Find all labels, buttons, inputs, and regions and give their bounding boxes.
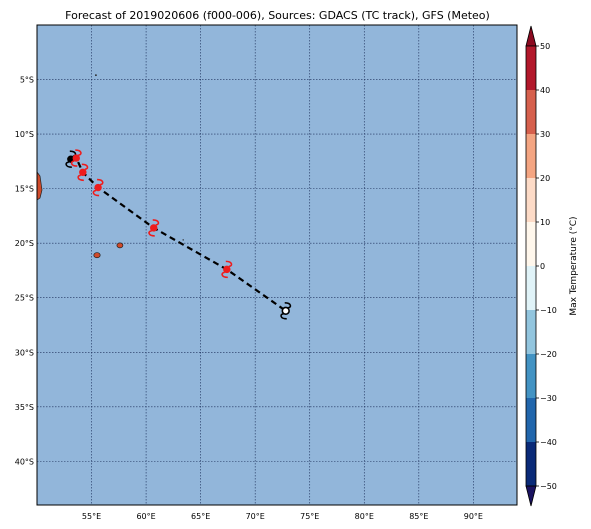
colorbar-block (526, 266, 536, 310)
lat-tick-label: 30°S (15, 348, 34, 357)
gridlines (37, 25, 517, 505)
lat-tick-label: 40°S (15, 457, 34, 466)
colorbar-block (526, 134, 536, 178)
colorbar-block (526, 90, 536, 134)
colorbar-block (526, 354, 536, 398)
land-reunion (93, 252, 101, 259)
cyclone-arm-bottom (92, 189, 100, 197)
cyclone-position-symbol (148, 219, 160, 237)
colorbar-tick-label: 10 (540, 218, 550, 227)
lon-tick-label: 85°E (409, 512, 428, 521)
lat-tick-label: 25°S (15, 294, 34, 303)
map-title: Forecast of 2019020606 (f000-006), Sourc… (65, 9, 490, 22)
colorbar-tick-label: 30 (540, 130, 550, 139)
colorbar-tick-label: 0 (540, 262, 545, 271)
colorbar-block (526, 178, 536, 222)
colorbar-tick-label: 40 (540, 86, 550, 95)
colorbar-block (526, 398, 536, 442)
lat-tick-label: 10°S (15, 130, 34, 139)
lon-tick-label: 80°E (355, 512, 374, 521)
cyclone-position-symbol (77, 163, 89, 182)
colorbar-tick-label: −50 (540, 482, 557, 491)
lon-tick-label: 90°E (464, 512, 483, 521)
colorbar-tick-label: −20 (540, 350, 557, 359)
lon-tick-label: 75°E (300, 512, 319, 521)
colorbar-extend-bottom (525, 485, 537, 507)
land-rodrigues (182, 239, 184, 241)
cyclone-forecast-symbol (280, 302, 292, 320)
cyclone-eye (79, 168, 87, 176)
cyclone-arm-top (152, 219, 160, 226)
lon-tick-label: 60°E (136, 512, 155, 521)
cyclone-position-symbol (70, 149, 82, 167)
land-islet (95, 74, 97, 77)
map-frame (36, 24, 518, 506)
colorbar-block (526, 46, 536, 90)
colorbar-blocks (525, 25, 537, 507)
cyclone-position-symbol (221, 260, 233, 279)
colorbar-tick-label: −40 (540, 438, 557, 447)
colorbar-label: Max Temperature (°C) (569, 216, 579, 315)
colorbar-tick-label: 20 (540, 174, 550, 183)
lat-tick-label: 20°S (15, 239, 34, 248)
lat-tick-label: 5°S (20, 76, 34, 85)
lon-tick-label: 70°E (246, 512, 265, 521)
cyclone-arm-bottom (77, 174, 84, 182)
colorbar-block (526, 222, 536, 266)
cyclone-arm-bottom (148, 230, 155, 237)
colorbar-tick-label: −10 (540, 306, 557, 315)
cyclone-arm-top (75, 149, 82, 156)
cyclone-arm-bottom (221, 271, 228, 279)
cyclone-arm-top (225, 260, 233, 268)
land-mauritius (116, 242, 124, 249)
colorbar-ticks: 50 40 30 20 10 0 −10 −20 −30 −40 −50 (536, 42, 557, 491)
cyclone-eye (94, 183, 102, 192)
ocean-background (37, 25, 517, 505)
longitude-ticks: 55°E 60°E 65°E 70°E 75°E 80°E 85°E 90°E (82, 512, 483, 521)
cyclone-eye (150, 224, 158, 232)
lat-tick-label: 15°S (15, 185, 34, 194)
colorbar-tick-label: 50 (540, 42, 550, 51)
colorbar-extend-top (525, 25, 537, 47)
cyclone-arm-bottom (70, 160, 78, 167)
cyclone-eye (223, 265, 231, 274)
colorbar-tick-label: −30 (540, 394, 557, 403)
latitude-ticks: 5°S 10°S 15°S 20°S 25°S 30°S 35°S 40°S (15, 76, 34, 467)
cyclone-eye (72, 154, 80, 162)
colorbar-block (526, 442, 536, 486)
cyclone-arm-bottom (65, 161, 72, 168)
cyclone-arm-top (81, 163, 89, 171)
cyclone-arm-top (97, 178, 104, 186)
colorbar-block (526, 310, 536, 354)
cyclone-position-symbol (92, 178, 104, 197)
lon-tick-label: 65°E (191, 512, 210, 521)
cyclone-track (65, 149, 292, 320)
lat-tick-label: 35°S (15, 403, 34, 412)
lon-tick-label: 55°E (82, 512, 101, 521)
